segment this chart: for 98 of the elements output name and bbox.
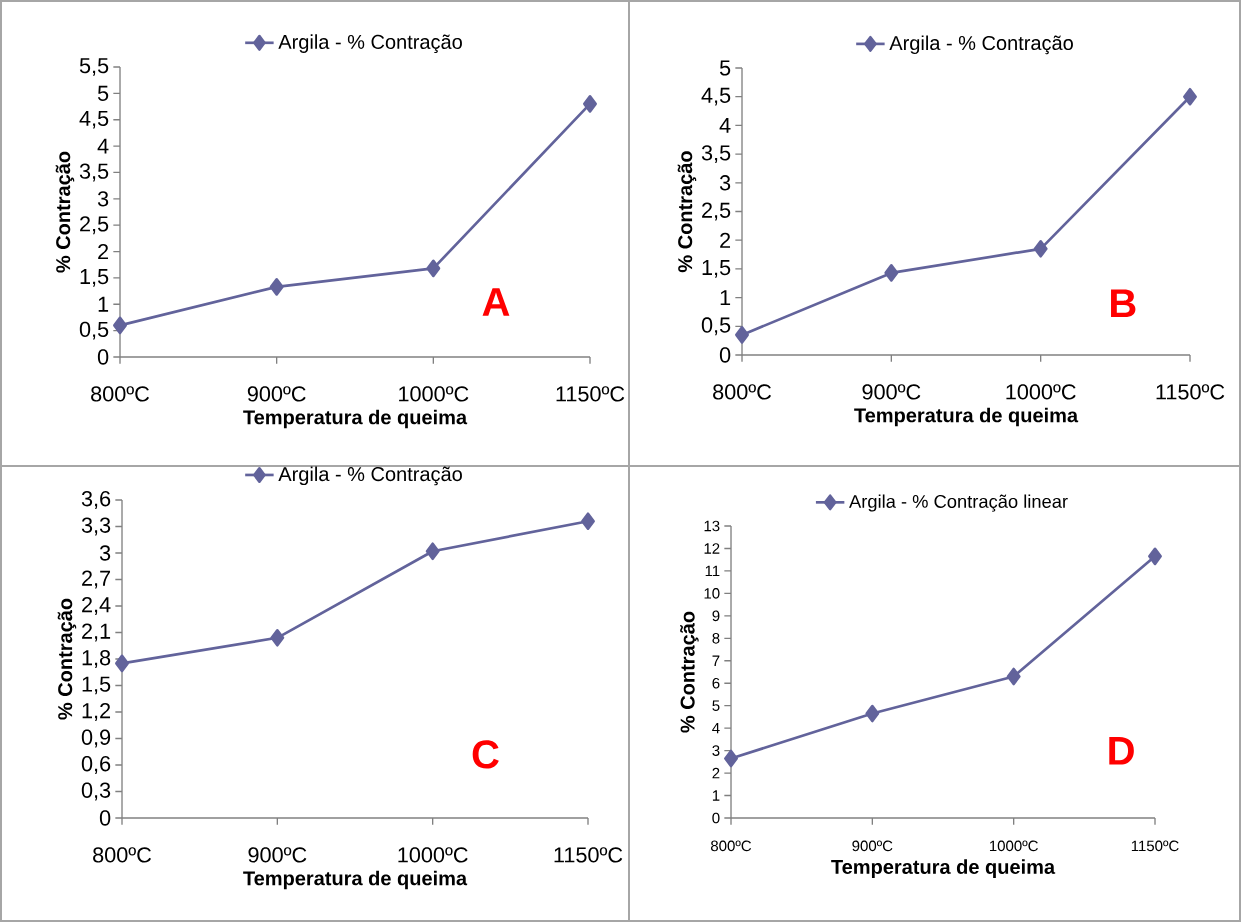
y-tick-label: 3: [97, 191, 109, 207]
y-tick-label: 2,7: [82, 570, 111, 589]
point: [1183, 87, 1197, 106]
y-tick-label: 3: [719, 175, 731, 191]
y-tick-label: 5: [719, 60, 731, 76]
y-tick-label: 1,5: [702, 260, 731, 278]
y-tick-label: 2,4: [82, 597, 111, 615]
point: [724, 749, 738, 768]
x-tick-label: 1150ºC: [1156, 384, 1225, 400]
y-tick-label: 7: [712, 655, 720, 666]
x-axis-title: Temperatura de queima: [243, 870, 468, 890]
y-tick-label: 5,5: [79, 58, 109, 76]
x-tick-label: 900ºC: [247, 386, 306, 402]
y-tick-label: 5: [712, 700, 720, 711]
y-tick-label: 11: [705, 565, 720, 577]
y-tick-label: 0: [719, 347, 731, 363]
y-tick-label: 10: [704, 588, 720, 599]
annotation: B: [1111, 289, 1136, 318]
y-tick-label: 1,5: [82, 676, 111, 695]
y-tick-label: 3,6: [81, 491, 111, 509]
x-tick-label: 1000ºC: [989, 840, 1038, 852]
y-tick-label: 1: [98, 296, 109, 312]
legend-label: Argila - % Contração: [278, 466, 462, 486]
annotation: A: [482, 288, 510, 316]
x-axis-title: Temperatura de queima: [243, 409, 468, 429]
y-tick-label: 2,5: [80, 216, 109, 235]
x-tick-label: 1000ºC: [1006, 384, 1076, 400]
point: [581, 512, 595, 531]
y-axis-title: % Contração: [55, 151, 75, 273]
y-tick-label: 2: [712, 767, 720, 779]
x-tick-label: 1000ºC: [398, 847, 468, 863]
point: [1148, 547, 1162, 566]
point: [583, 95, 597, 113]
y-axis-title: % Contração: [57, 598, 77, 720]
y-tick-label: 0,5: [79, 321, 109, 340]
y-tick-label: 0,3: [81, 782, 111, 801]
point: [865, 704, 880, 723]
y-tick-label: 5: [97, 85, 109, 101]
y-tick-label: 2: [98, 243, 109, 260]
y-tick-label: 0,5: [701, 317, 731, 336]
point: [1033, 239, 1048, 258]
point: [1006, 667, 1021, 686]
y-tick-label: 12: [704, 543, 720, 554]
y-tick-label: 2,5: [702, 202, 731, 221]
x-tick-label: 900ºC: [852, 840, 893, 852]
x-tick-label: 1150ºC: [554, 847, 623, 863]
x-axis-title: Temperatura de queima: [854, 407, 1079, 427]
y-tick-label: 4: [719, 117, 731, 133]
x-axis-title: Temperatura de queima: [831, 859, 1056, 878]
point: [426, 259, 441, 278]
point: [270, 628, 285, 647]
y-tick-label: 8: [712, 632, 720, 644]
y-tick-label: 1,5: [80, 269, 109, 287]
point: [115, 654, 129, 673]
y-tick-label: 6: [712, 677, 720, 689]
y-tick-label: 0: [712, 812, 720, 824]
point: [735, 326, 749, 344]
y-tick-label: 3: [99, 545, 111, 561]
y-tick-label: 0: [99, 810, 111, 826]
x-tick-label: 900ºC: [248, 847, 307, 863]
y-axis-title: % Contração: [680, 611, 699, 733]
y-tick-label: 2: [720, 232, 731, 248]
x-tick-label: 1000ºC: [399, 386, 469, 402]
point: [884, 264, 899, 282]
annotation: C: [472, 740, 499, 769]
y-tick-label: 4,5: [701, 87, 731, 106]
y-tick-label: 4,5: [79, 110, 109, 129]
y-tick-label: 1,8: [82, 650, 111, 668]
point: [269, 278, 284, 296]
legend-label: Argila - % Contração linear: [849, 494, 1068, 512]
y-tick-label: 0,9: [81, 729, 111, 748]
point: [113, 316, 127, 335]
x-tick-label: 1150ºC: [556, 386, 625, 402]
x-tick-label: 800ºC: [93, 847, 152, 863]
y-tick-label: 2,1: [82, 623, 111, 642]
y-tick-label: 9: [712, 610, 720, 622]
y-tick-label: 4: [712, 722, 720, 734]
y-tick-label: 1: [712, 790, 720, 801]
y-tick-label: 4: [97, 138, 109, 154]
y-tick-label: 0,6: [81, 756, 111, 774]
x-tick-label: 900ºC: [862, 384, 921, 400]
legend-label: Argila - % Contração: [278, 34, 462, 54]
legend-label: Argila - % Contração: [889, 35, 1073, 55]
y-tick-label: 3,3: [81, 517, 111, 536]
y-tick-label: 1,2: [82, 703, 111, 721]
y-axis-title: % Contração: [677, 151, 697, 273]
y-tick-label: 3,5: [701, 145, 731, 164]
annotation: D: [1109, 737, 1134, 765]
point: [425, 542, 440, 561]
y-tick-label: 3: [712, 745, 720, 756]
y-tick-label: 0: [97, 349, 109, 365]
y-tick-label: 1: [720, 290, 731, 306]
x-tick-label: 800ºC: [713, 384, 772, 400]
y-tick-label: 13: [704, 520, 720, 532]
y-tick-label: 3,5: [79, 163, 109, 182]
x-tick-label: 800ºC: [710, 840, 752, 852]
x-tick-label: 1150ºC: [1131, 840, 1179, 852]
x-tick-label: 800ºC: [91, 386, 150, 402]
